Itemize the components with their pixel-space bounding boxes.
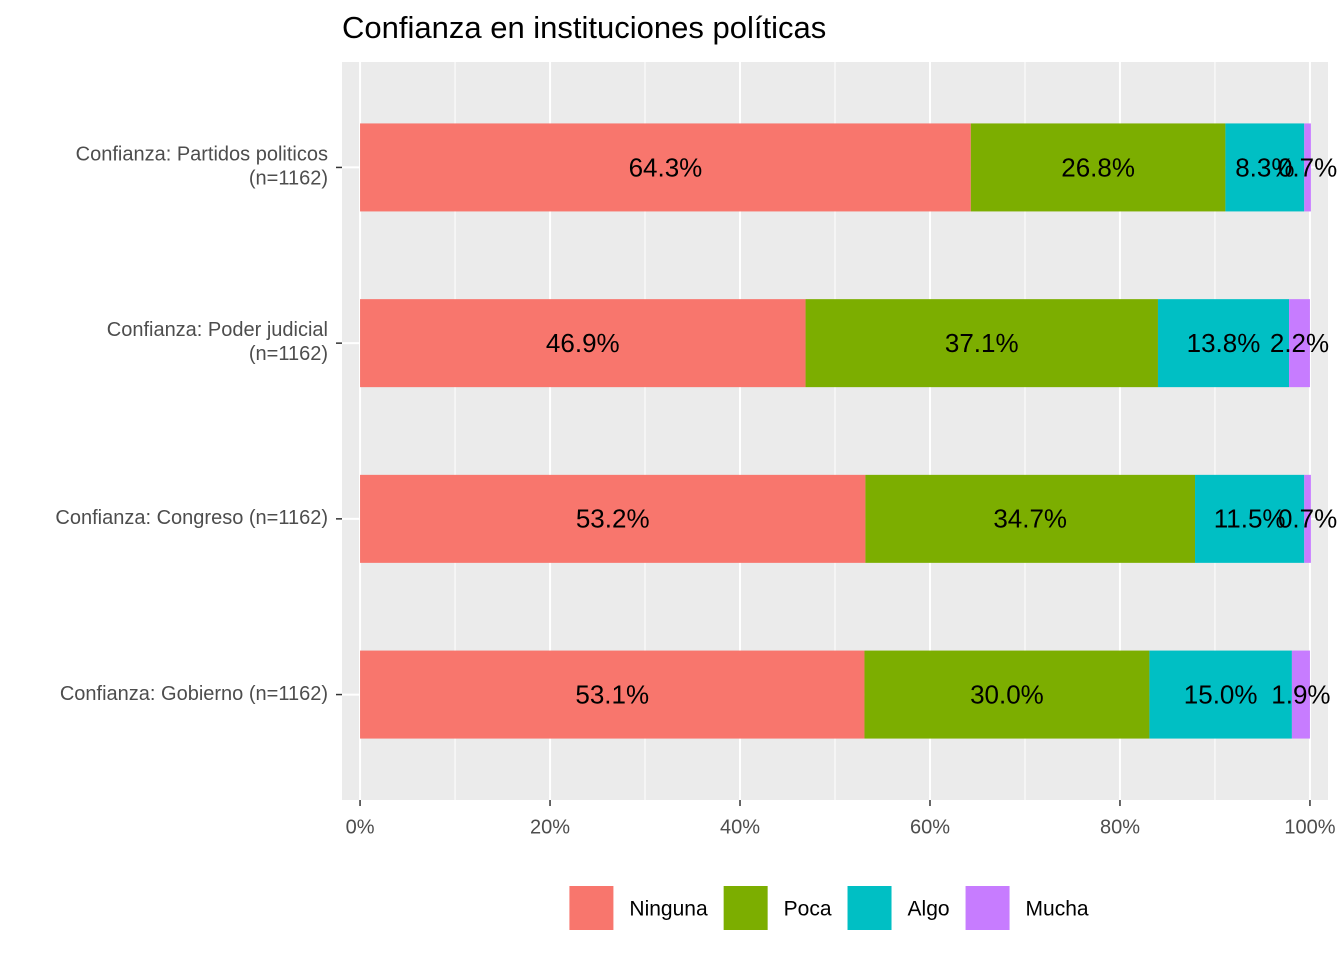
value-label: 13.8% — [1187, 328, 1261, 358]
legend-swatch — [569, 886, 614, 930]
value-label: 37.1% — [945, 328, 1019, 358]
value-label: 1.9% — [1271, 679, 1330, 709]
x-tick-label: 0% — [346, 816, 375, 838]
x-tick-label: 80% — [1100, 816, 1140, 838]
value-label: 15.0% — [1184, 679, 1258, 709]
bar-segment — [1149, 650, 1292, 739]
value-label: 34.7% — [993, 504, 1067, 534]
value-label: 0.7% — [1278, 152, 1337, 182]
y-tick-label: Confianza: Congreso (n=1162) — [55, 507, 328, 529]
x-tick-label: 20% — [530, 816, 570, 838]
y-tick-label: Confianza: Poder judicial (n=1162) — [107, 319, 328, 365]
value-label: 53.2% — [576, 504, 650, 534]
legend-label: Ninguna — [629, 898, 708, 921]
legend-label: Algo — [908, 898, 950, 921]
bar-segment — [1195, 474, 1305, 563]
value-label: 11.5% — [1214, 504, 1286, 534]
bar-segment — [865, 474, 1196, 563]
value-label: 8.3% — [1235, 152, 1294, 182]
bar-segment — [1291, 650, 1310, 739]
legend-swatch — [723, 886, 768, 930]
legend-swatch — [847, 886, 892, 930]
bar-segment — [1304, 123, 1311, 212]
x-tick-label: 100% — [1284, 816, 1335, 838]
legend-swatch — [965, 886, 1010, 930]
legend-label: Mucha — [1026, 898, 1089, 921]
bar-segment — [1289, 299, 1310, 388]
value-label: 0.7% — [1278, 504, 1337, 534]
legend-label: Poca — [784, 898, 832, 921]
bar-segment — [1225, 123, 1305, 212]
x-tick-label: 60% — [910, 816, 950, 838]
y-tick-label: Confianza: Partidos politicos (n=1162) — [76, 144, 328, 190]
bar-segment — [1157, 299, 1290, 388]
value-label: 46.9% — [546, 328, 620, 358]
chart-title: Confianza en instituciones políticas — [342, 10, 826, 45]
value-label: 30.0% — [970, 679, 1044, 709]
legend-item: Mucha — [965, 886, 1089, 930]
bar-segment — [360, 123, 971, 212]
legend-item: Poca — [723, 886, 832, 930]
value-label: 2.2% — [1270, 328, 1329, 358]
bar-segment — [360, 299, 806, 388]
bar-segment — [360, 650, 865, 739]
bars — [360, 123, 1311, 739]
bar-segment — [360, 474, 866, 563]
value-label: 53.1% — [575, 679, 649, 709]
x-tick-label: 40% — [720, 816, 760, 838]
value-label: 64.3% — [629, 152, 703, 182]
bar-segment — [805, 299, 1158, 388]
value-label: 26.8% — [1061, 152, 1135, 182]
y-tick-label: Confianza: Gobierno (n=1162) — [60, 683, 328, 705]
bar-segment — [864, 650, 1150, 739]
legend-item: Algo — [847, 886, 950, 930]
legend-item: Ninguna — [569, 886, 708, 930]
bar-segment — [1304, 474, 1311, 563]
bar-segment — [970, 123, 1226, 212]
